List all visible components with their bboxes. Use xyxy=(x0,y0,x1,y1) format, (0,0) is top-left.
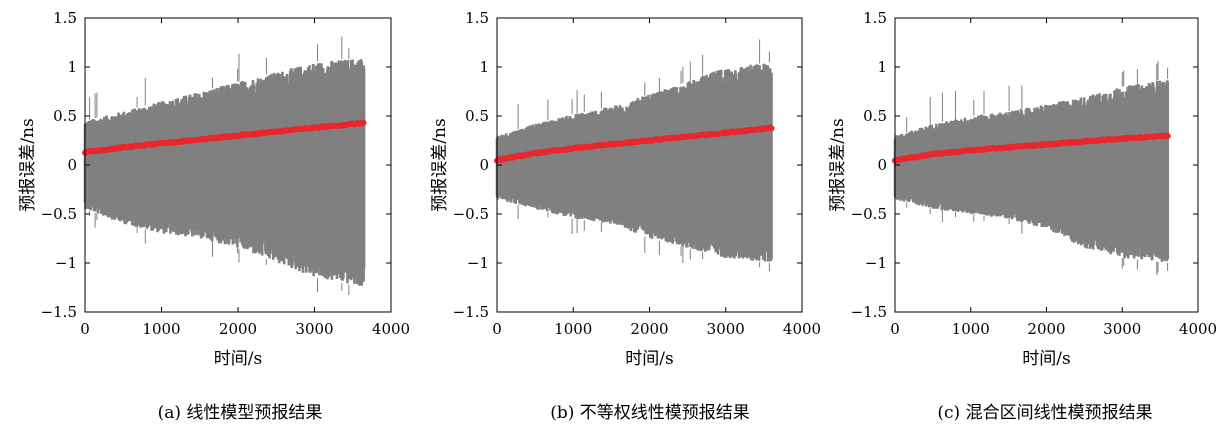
chart-panel-1: 1.510.50−0.5−1−1.50 1000 2000 3000 4000时间/s预… xyxy=(18,9,410,423)
error-band xyxy=(83,59,366,286)
y-tick-label: 0 xyxy=(877,156,887,174)
error-band-spikes xyxy=(89,36,350,295)
y-tick-label: 0.5 xyxy=(53,107,77,125)
panel-caption: (b) 不等权线性模预报结果 xyxy=(550,403,750,423)
x-axis-label: 时间/s xyxy=(1022,349,1070,369)
mean-error-line xyxy=(892,132,1171,164)
mean-error-line xyxy=(494,124,775,164)
y-tick-label: 1.5 xyxy=(53,9,77,27)
panel-caption: (a) 线性模型预报结果 xyxy=(158,403,323,423)
error-band xyxy=(495,63,773,262)
y-tick-label: 0 xyxy=(479,156,489,174)
error-band xyxy=(893,80,1169,262)
y-tick-label: 1 xyxy=(479,58,489,76)
y-tick-label: 0.5 xyxy=(863,107,887,125)
y-tick-label: −1.5 xyxy=(851,303,887,321)
error-band-spikes xyxy=(517,39,770,272)
x-tick-label: 4000 xyxy=(1179,320,1217,338)
chart-panel-2: 1.510.50−0.5−1−1.50 1000 2000 3000 4000时间/s预… xyxy=(430,9,821,423)
y-tick-label: −0.5 xyxy=(453,205,489,223)
y-tick-label: −1.5 xyxy=(453,303,489,321)
y-tick-label: −1 xyxy=(865,254,887,272)
y-tick-label: 1.5 xyxy=(863,9,887,27)
y-tick-label: −1 xyxy=(55,254,77,272)
y-tick-label: 1 xyxy=(67,58,77,76)
y-tick-label: −0.5 xyxy=(41,205,77,223)
x-tick-label: 0 xyxy=(80,320,90,338)
x-tick-label: 2000 xyxy=(1027,320,1065,338)
y-tick-label: 0.5 xyxy=(465,107,489,125)
x-axis-label: 时间/s xyxy=(625,349,673,369)
y-tick-label: −1 xyxy=(467,254,489,272)
x-tick-label: 4000 xyxy=(372,320,410,338)
x-tick-label: 0 xyxy=(492,320,502,338)
x-axis-label: 时间/s xyxy=(214,349,262,369)
x-tick-label: 3000 xyxy=(1103,320,1141,338)
x-tick-label: 3000 xyxy=(295,320,333,338)
y-tick-label: 1 xyxy=(877,58,887,76)
x-tick-label: 2000 xyxy=(219,320,257,338)
y-axis-label: 预报误差/ns xyxy=(430,118,450,211)
mean-error-line xyxy=(82,119,367,156)
y-tick-label: −0.5 xyxy=(851,205,887,223)
x-tick-label: 1000 xyxy=(952,320,990,338)
x-tick-label: 2000 xyxy=(630,320,668,338)
error-band-spikes xyxy=(906,60,1169,276)
panel-caption: (c) 混合区间线性模预报结果 xyxy=(937,403,1152,423)
y-tick-label: 1.5 xyxy=(465,9,489,27)
x-tick-label: 1000 xyxy=(142,320,180,338)
x-tick-label: 0 xyxy=(890,320,900,338)
y-tick-label: 0 xyxy=(67,156,77,174)
y-tick-label: −1.5 xyxy=(41,303,77,321)
x-tick-label: 4000 xyxy=(783,320,821,338)
x-tick-label: 3000 xyxy=(707,320,745,338)
y-axis-label: 预报误差/ns xyxy=(18,118,38,211)
chart-panel-3: 1.510.50−0.5−1−1.50 1000 2000 3000 4000时间/s预… xyxy=(828,9,1217,423)
x-tick-label: 1000 xyxy=(554,320,592,338)
y-axis-label: 预报误差/ns xyxy=(828,118,848,211)
